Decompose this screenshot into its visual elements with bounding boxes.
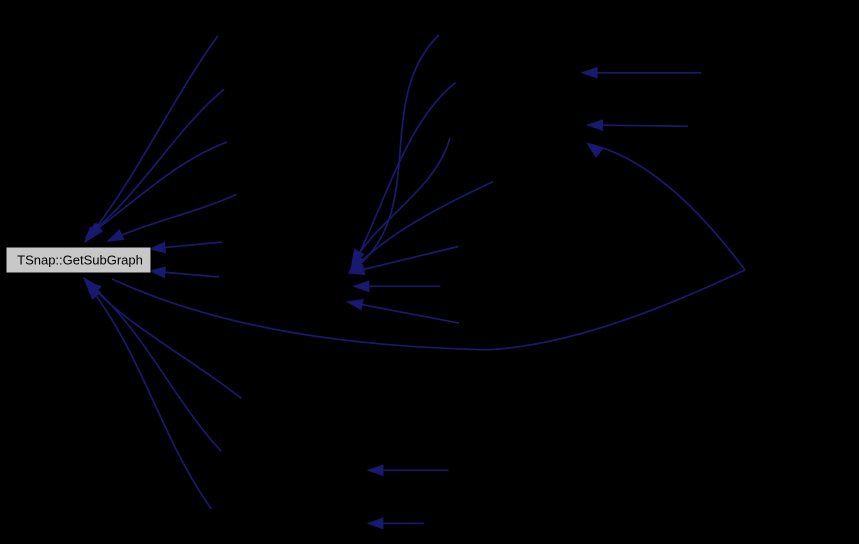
svg-text:TSnap::GetSubGraph: TSnap::GetSubGraph bbox=[17, 253, 143, 268]
